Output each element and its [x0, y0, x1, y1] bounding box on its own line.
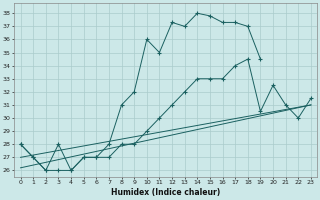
X-axis label: Humidex (Indice chaleur): Humidex (Indice chaleur) [111, 188, 220, 197]
